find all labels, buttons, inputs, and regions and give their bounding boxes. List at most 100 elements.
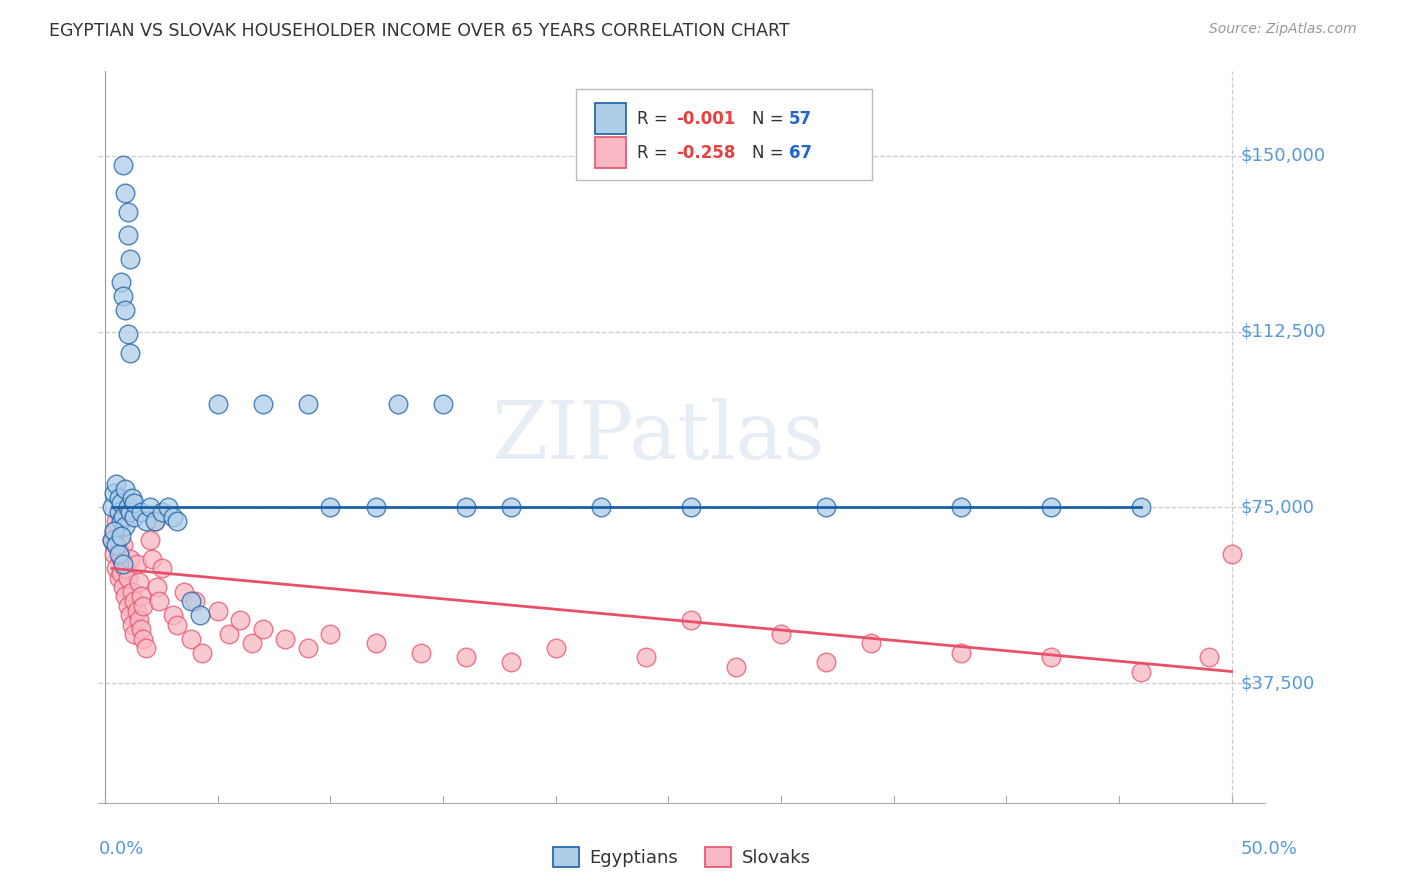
- Point: [114, 482, 136, 496]
- Point: [207, 603, 229, 617]
- Text: ZIPatlas: ZIPatlas: [492, 398, 825, 476]
- Point: [166, 515, 188, 529]
- Point: [815, 500, 838, 515]
- Point: [121, 584, 143, 599]
- Point: [114, 303, 136, 318]
- Point: [162, 608, 184, 623]
- Point: [297, 397, 319, 411]
- Point: [150, 505, 173, 519]
- Point: [1198, 650, 1220, 665]
- Text: -0.001: -0.001: [676, 110, 735, 128]
- Text: 57: 57: [789, 110, 811, 128]
- Point: [184, 594, 207, 608]
- Point: [105, 561, 128, 575]
- Point: [117, 228, 139, 243]
- Point: [103, 547, 125, 561]
- Point: [103, 524, 125, 538]
- Point: [135, 515, 157, 529]
- Text: -0.258: -0.258: [676, 144, 735, 161]
- Point: [166, 617, 188, 632]
- Point: [110, 496, 132, 510]
- Point: [815, 655, 838, 669]
- Point: [117, 599, 139, 613]
- Point: [191, 646, 214, 660]
- Point: [139, 533, 162, 548]
- Point: [129, 590, 152, 604]
- Point: [101, 533, 124, 548]
- Point: [118, 345, 141, 359]
- Point: [860, 636, 883, 650]
- Text: EGYPTIAN VS SLOVAK HOUSEHOLDER INCOME OVER 65 YEARS CORRELATION CHART: EGYPTIAN VS SLOVAK HOUSEHOLDER INCOME OV…: [49, 22, 790, 40]
- Point: [218, 627, 240, 641]
- Point: [229, 613, 252, 627]
- Point: [143, 515, 166, 529]
- Point: [110, 566, 132, 580]
- Point: [118, 252, 141, 266]
- Point: [252, 397, 274, 411]
- Point: [117, 326, 139, 341]
- Point: [107, 505, 129, 519]
- Point: [110, 528, 132, 542]
- Point: [129, 623, 152, 637]
- Point: [319, 500, 342, 515]
- Point: [139, 500, 162, 515]
- Point: [110, 515, 132, 529]
- Point: [180, 594, 202, 608]
- Text: 67: 67: [789, 144, 811, 161]
- Point: [364, 636, 387, 650]
- Point: [114, 561, 136, 575]
- Point: [107, 571, 129, 585]
- Point: [274, 632, 297, 646]
- Point: [121, 491, 143, 505]
- Point: [180, 632, 202, 646]
- Text: R =: R =: [637, 110, 673, 128]
- Text: 0.0%: 0.0%: [98, 840, 143, 858]
- Point: [162, 509, 184, 524]
- Text: N =: N =: [752, 144, 789, 161]
- Point: [454, 500, 477, 515]
- Point: [724, 660, 747, 674]
- Point: [589, 500, 612, 515]
- Point: [544, 641, 567, 656]
- Point: [1040, 650, 1063, 665]
- Point: [173, 584, 195, 599]
- Point: [132, 599, 155, 613]
- Text: $150,000: $150,000: [1240, 147, 1326, 165]
- Point: [103, 486, 125, 500]
- Point: [207, 397, 229, 411]
- Point: [124, 594, 146, 608]
- Legend: Egyptians, Slovaks: Egyptians, Slovaks: [546, 840, 818, 874]
- Point: [124, 496, 146, 510]
- Point: [950, 646, 973, 660]
- Point: [114, 186, 136, 201]
- Point: [188, 608, 211, 623]
- Point: [297, 641, 319, 656]
- Point: [770, 627, 793, 641]
- Point: [101, 500, 124, 515]
- Point: [117, 500, 139, 515]
- Point: [124, 627, 146, 641]
- Point: [146, 580, 169, 594]
- Text: $37,500: $37,500: [1240, 674, 1315, 692]
- Point: [112, 538, 135, 552]
- Point: [319, 627, 342, 641]
- Point: [240, 636, 263, 650]
- Point: [105, 515, 128, 529]
- Point: [1130, 665, 1153, 679]
- Text: Source: ZipAtlas.com: Source: ZipAtlas.com: [1209, 22, 1357, 37]
- Point: [135, 641, 157, 656]
- Point: [409, 646, 432, 660]
- Text: $75,000: $75,000: [1240, 499, 1315, 516]
- Point: [454, 650, 477, 665]
- Point: [679, 613, 702, 627]
- Point: [112, 509, 135, 524]
- Point: [118, 552, 141, 566]
- Point: [118, 505, 141, 519]
- Point: [110, 276, 132, 290]
- Point: [128, 613, 150, 627]
- Point: [387, 397, 409, 411]
- Point: [112, 580, 135, 594]
- Point: [112, 289, 135, 303]
- Point: [110, 552, 132, 566]
- Point: [634, 650, 657, 665]
